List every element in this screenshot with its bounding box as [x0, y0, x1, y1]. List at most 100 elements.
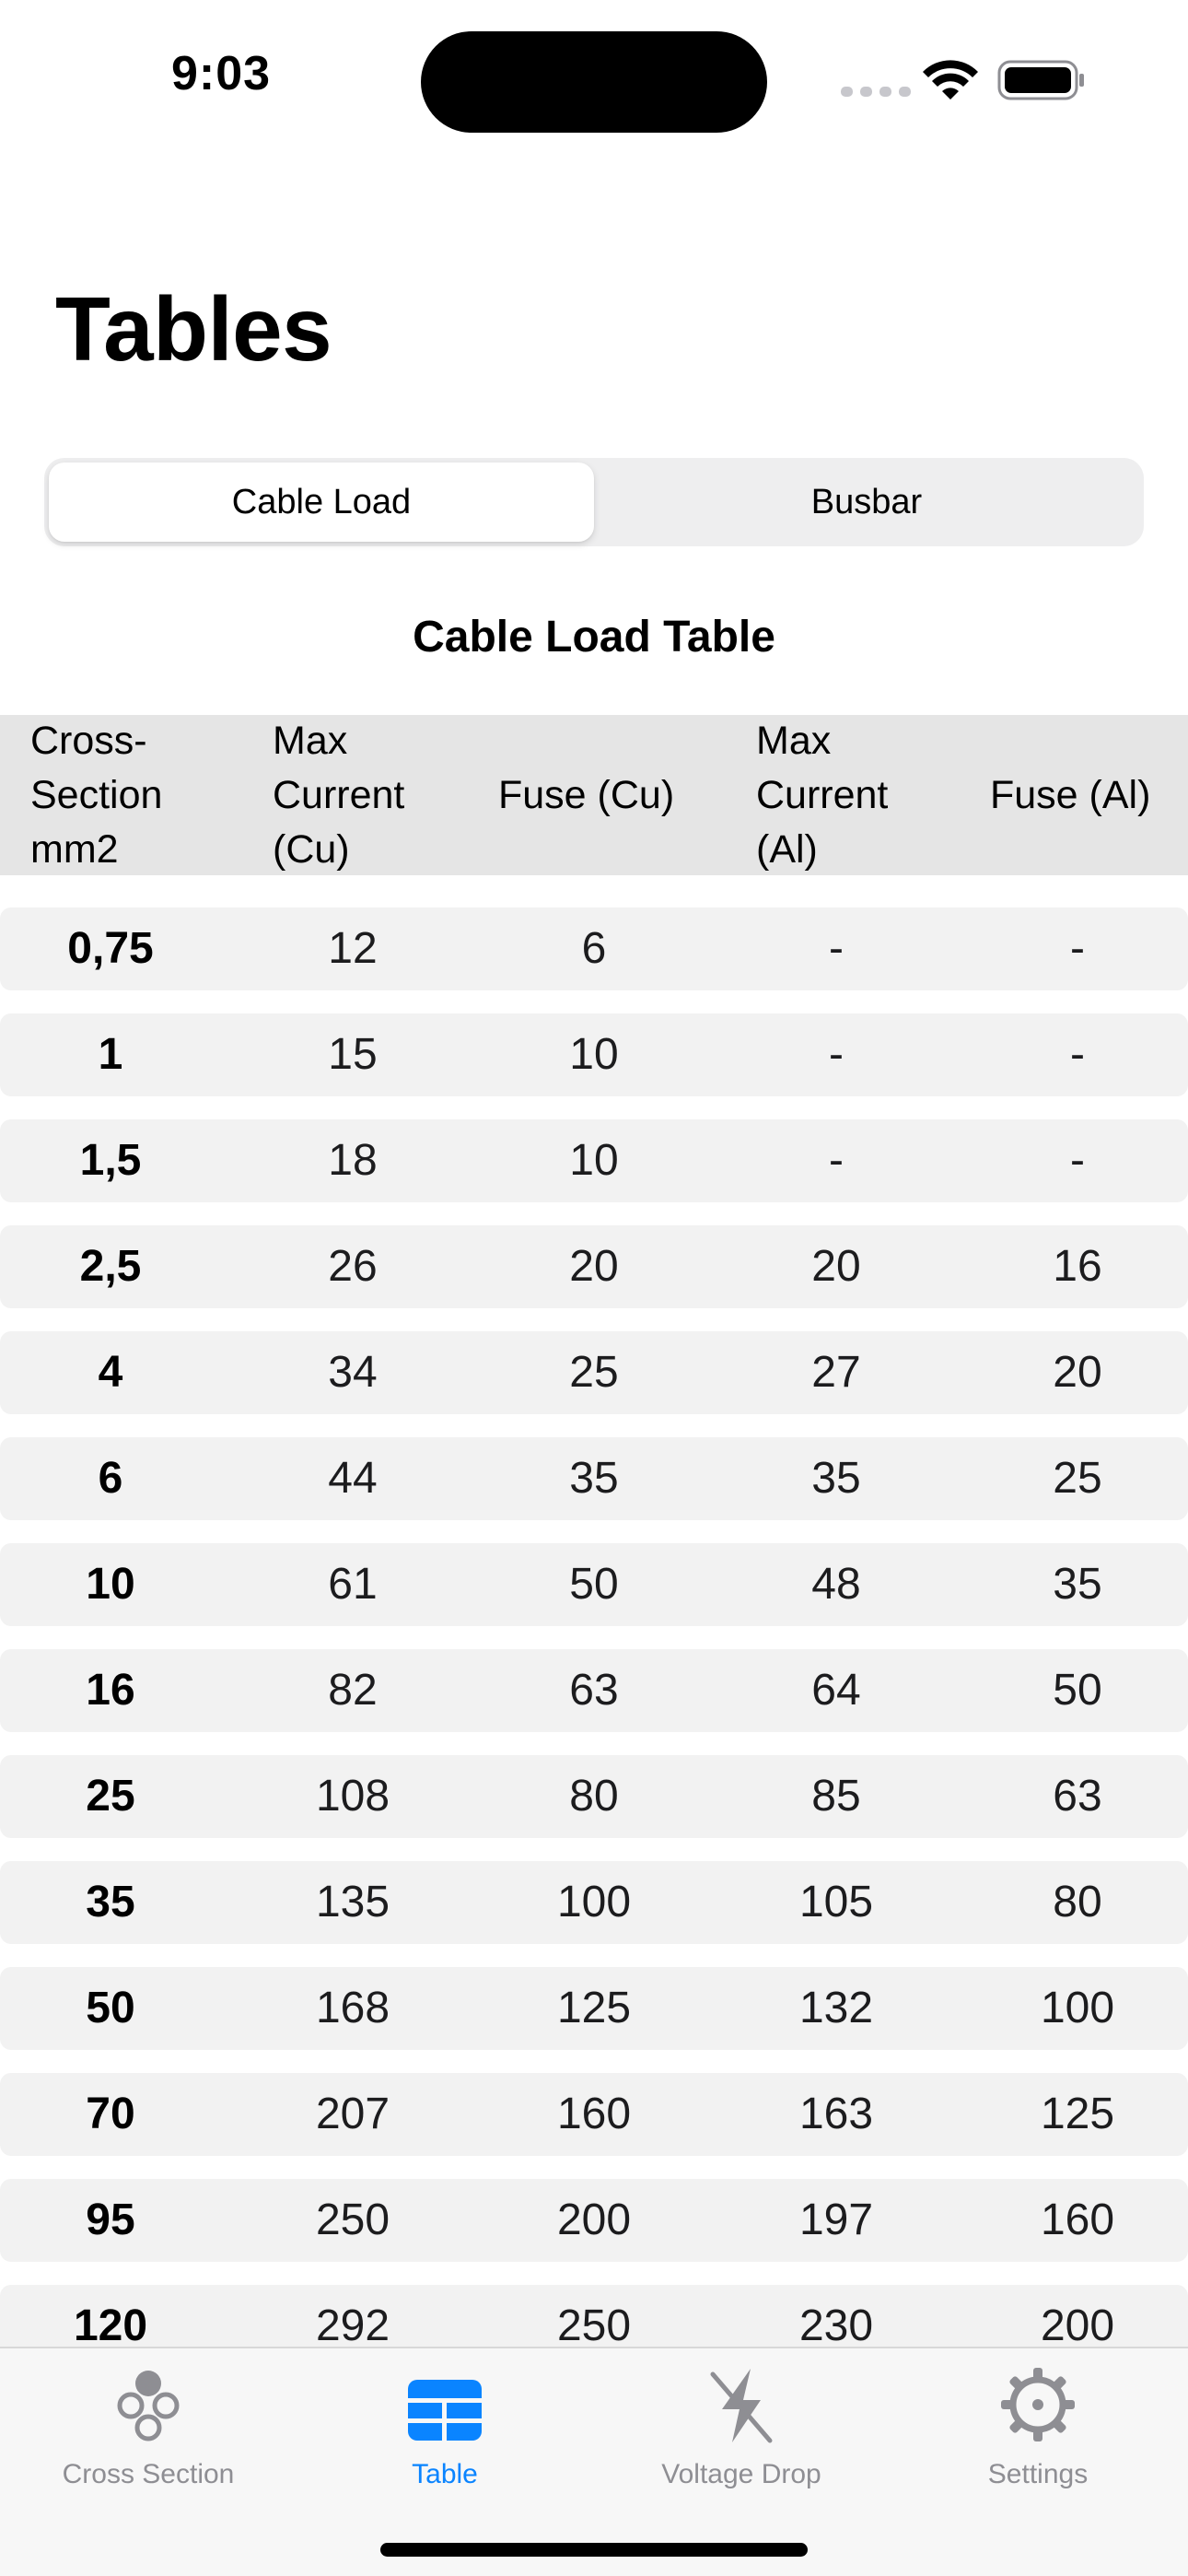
value-cell: 250: [315, 2195, 390, 2244]
table-row: 10 61 50 48 35: [0, 1543, 1188, 1626]
value-cell: 12: [328, 924, 378, 973]
cross-section-cell: 25: [86, 1772, 135, 1821]
value-cell: 292: [315, 2301, 390, 2347]
table-row: 120 292 250 230 200: [0, 2285, 1188, 2347]
value-cell: 10: [569, 1030, 619, 1079]
value-cell: 230: [798, 2301, 874, 2347]
status-time: 9:03: [170, 47, 272, 100]
value-cell: 44: [328, 1454, 378, 1503]
value-cell: -: [1070, 1030, 1085, 1079]
tab-settings[interactable]: Settings: [890, 2348, 1186, 2514]
segment-busbar[interactable]: Busbar: [810, 482, 923, 521]
tab-voltage-drop[interactable]: Voltage Drop: [593, 2348, 890, 2514]
segment-cable-load[interactable]: Cable Load: [49, 463, 594, 542]
tab-table[interactable]: Table: [297, 2348, 593, 2514]
value-cell: 207: [315, 2090, 390, 2138]
value-cell: 25: [1053, 1454, 1102, 1503]
value-cell: 63: [569, 1666, 619, 1715]
dynamic-island: [421, 31, 767, 133]
value-cell: 35: [1053, 1560, 1102, 1609]
cross-section-cell: 95: [86, 2195, 135, 2244]
table-row: 35 135 100 105 80: [0, 1861, 1188, 1944]
home-indicator: [380, 2543, 808, 2557]
table-icon: [408, 2380, 482, 2441]
value-cell: 10: [569, 1136, 619, 1185]
value-cell: 61: [328, 1560, 378, 1609]
table-row: 1 15 10 - -: [0, 1013, 1188, 1096]
table-row: 50 168 125 132 100: [0, 1967, 1188, 2050]
value-cell: 50: [1053, 1666, 1102, 1715]
cross-section-cell: 6: [98, 1454, 123, 1503]
value-cell: 6: [581, 924, 607, 973]
header-fuse-cu: Fuse (Cu): [498, 772, 675, 817]
header-max-current-cu: Max Current (Cu): [273, 718, 405, 872]
value-cell: 20: [1053, 1348, 1102, 1397]
value-cell: -: [829, 1030, 844, 1079]
battery-icon: [997, 60, 1084, 100]
cellular-signal-icon: [841, 87, 911, 97]
value-cell: 27: [811, 1348, 861, 1397]
table-row: 4 34 25 27 20: [0, 1331, 1188, 1414]
value-cell: 163: [798, 2090, 874, 2138]
value-cell: 64: [811, 1666, 861, 1715]
cross-section-cell: 1,5: [79, 1136, 142, 1185]
value-cell: 250: [556, 2301, 632, 2347]
value-cell: 132: [798, 1984, 874, 2032]
value-cell: -: [829, 924, 844, 973]
value-cell: 15: [328, 1030, 378, 1079]
cross-section-cell: 0,75: [67, 924, 154, 973]
table-row: 95 250 200 197 160: [0, 2179, 1188, 2262]
cross-section-cell: 2,5: [79, 1242, 142, 1291]
value-cell: 34: [328, 1348, 378, 1397]
cross-section-cell: 10: [86, 1560, 135, 1609]
header-max-current-al: Max Current (Al): [756, 718, 889, 872]
tab-cross-section[interactable]: Cross Section: [0, 2348, 297, 2514]
header-cross-section: Cross- Section mm2: [30, 718, 163, 872]
value-cell: 168: [315, 1984, 390, 2032]
value-cell: 105: [798, 1878, 874, 1926]
value-cell: -: [1070, 924, 1085, 973]
wifi-icon: [923, 60, 978, 100]
segmented-control: Cable Load Busbar: [44, 458, 1144, 546]
cross-section-cell: 120: [73, 2301, 148, 2347]
value-cell: 20: [569, 1242, 619, 1291]
table-header: Cross- Section mm2 Max Current (Cu) Fuse…: [0, 715, 1188, 875]
header-fuse-al: Fuse (Al): [990, 772, 1151, 817]
value-cell: 80: [1053, 1878, 1102, 1926]
gear-icon: [1001, 2368, 1075, 2441]
voltage-drop-icon: [710, 2369, 773, 2443]
value-cell: 25: [569, 1348, 619, 1397]
value-cell: 125: [1040, 2090, 1115, 2138]
value-cell: 35: [811, 1454, 861, 1503]
table-row: 16 82 63 64 50: [0, 1649, 1188, 1732]
cross-section-cell: 50: [86, 1984, 135, 2032]
tab-bar: Cross Section Table Voltage Drop: [0, 2347, 1188, 2576]
value-cell: 63: [1053, 1772, 1102, 1821]
table-title: Cable Load Table: [413, 613, 775, 662]
cross-section-cell: 16: [86, 1666, 135, 1715]
value-cell: 160: [1040, 2195, 1115, 2244]
table-row: 70 207 160 163 125: [0, 2073, 1188, 2156]
value-cell: 200: [1040, 2301, 1115, 2347]
value-cell: 48: [811, 1560, 861, 1609]
cross-section-icon: [117, 2371, 180, 2441]
value-cell: -: [829, 1136, 844, 1185]
value-cell: -: [1070, 1136, 1085, 1185]
page-title: Tables: [55, 278, 332, 380]
table-body[interactable]: 0,75 12 6 - - 1 15 10 - - 1,5 18 10 - - 2,5 26 20 20 16 4 34 2…: [0, 875, 1188, 2347]
tab-label: Settings: [987, 2459, 1089, 2489]
value-cell: 100: [556, 1878, 632, 1926]
table-row: 1,5 18 10 - -: [0, 1119, 1188, 1202]
table-row: 6 44 35 35 25: [0, 1437, 1188, 1520]
table-row: 25 108 80 85 63: [0, 1755, 1188, 1838]
value-cell: 82: [328, 1666, 378, 1715]
cross-section-cell: 35: [86, 1878, 135, 1926]
value-cell: 85: [811, 1772, 861, 1821]
value-cell: 20: [811, 1242, 861, 1291]
value-cell: 16: [1053, 1242, 1102, 1291]
tab-label: Table: [412, 2459, 478, 2489]
value-cell: 200: [556, 2195, 632, 2244]
cross-section-cell: 4: [98, 1348, 123, 1397]
table-row: 0,75 12 6 - -: [0, 907, 1188, 990]
value-cell: 80: [569, 1772, 619, 1821]
